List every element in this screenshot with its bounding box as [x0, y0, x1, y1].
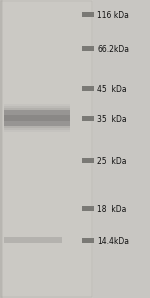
Text: 25  kDa: 25 kDa	[97, 156, 126, 165]
Bar	[82, 86, 94, 91]
Text: 66.2kDa: 66.2kDa	[97, 44, 129, 54]
Bar	[0, 0, 2, 298]
Bar	[82, 12, 94, 17]
Text: 116 kDa: 116 kDa	[97, 10, 129, 19]
Bar	[1, 1, 92, 297]
Bar	[82, 116, 94, 121]
Bar	[82, 206, 94, 211]
Bar	[4, 106, 70, 130]
Bar	[82, 46, 94, 51]
Text: 45  kDa: 45 kDa	[97, 85, 127, 94]
Text: 35  kDa: 35 kDa	[97, 114, 127, 123]
Bar	[0, 0, 3, 298]
Bar	[93, 0, 150, 298]
Bar	[4, 115, 70, 121]
Bar	[4, 108, 70, 128]
Bar	[4, 110, 70, 126]
Bar	[0, 0, 93, 298]
Bar	[82, 158, 94, 163]
Text: 18  kDa: 18 kDa	[97, 204, 126, 213]
Text: 14.4kDa: 14.4kDa	[97, 237, 129, 246]
Bar	[4, 237, 62, 243]
Bar	[4, 104, 70, 132]
Bar	[82, 238, 94, 243]
